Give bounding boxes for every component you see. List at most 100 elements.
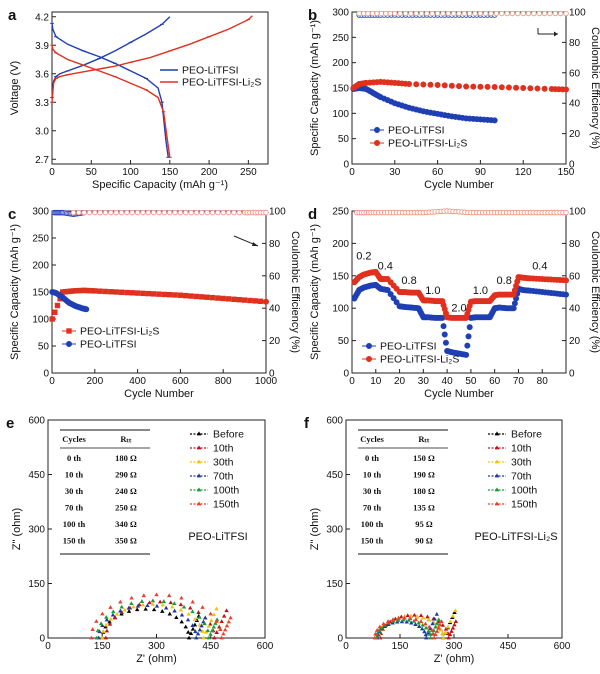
panel-f-10th-tail-point [447,632,453,637]
panel-e-100th-tail-point [213,621,218,625]
panel-c-legend-marker [66,328,72,334]
panel-d-xtick-label: 50 [465,376,477,387]
panel-f-legend-label: 70th [511,471,532,483]
panel-f-150th-point [390,617,396,622]
panel-e-Before-point [126,609,132,613]
panel-c-letter: c [8,206,16,223]
panel-b-data-point [509,10,516,17]
panel-f-70th-point [424,635,429,640]
panel-c-data-point [236,209,242,216]
panel-f-150th-point [373,631,378,636]
panel-c-data-point [129,209,135,216]
panel-e-ytick-label: 450 [28,470,45,481]
panel-d-rate-label: 0.2 [356,251,371,263]
panel-b-data-point [562,86,569,93]
panel-e-70th-tail-point [197,627,203,632]
panel-e-30th-point [178,607,184,612]
panel-e-70th-point [145,603,150,608]
panel-e-150th-tail-point [222,627,228,632]
panel-f-letter: f [304,415,310,432]
panel-b-xtick-label: 150 [558,167,575,178]
panel-d-yaxis-label: Specific Capacity (mAh g⁻¹) [309,224,321,360]
panel-c-xtick-label: 200 [86,376,103,387]
panel-b-xtick-label: 60 [432,167,444,178]
rct-table-cell-cycle: 10 th [65,470,83,480]
panel-c-data-point [263,209,269,216]
panel-b-data-point [525,10,532,17]
panel-f-30th-tail-point [450,613,456,618]
panel-f-30th-point [438,627,443,632]
panel-b-data-point [456,10,462,17]
panel-e-70th-point [172,608,177,613]
panel-b-data-point [493,10,500,17]
panel-a-yaxis-label: Voltage (V) [9,61,21,115]
panel-d-data-point [387,291,394,298]
panel-e-Before-tail-point [194,618,200,622]
panel-e-70th-point [194,635,199,640]
panel-c-data-point [102,209,109,216]
rct-table-cell-rct: 180 Ω [115,453,137,463]
panel-e-150th-point [167,593,172,598]
panel-e-150th-tail-point [221,631,226,636]
panel-e-30th-point [140,602,146,607]
panel-e-legend-label: 10th [213,443,234,455]
panel-b-data-point [408,10,414,17]
panel-f-70th-point [423,632,429,637]
panel-e-10th-point [208,621,213,626]
panel-b-data-point [356,10,362,17]
panel-b-ytick-label: 0 [343,160,349,171]
panel-f-xtick-label: 0 [343,641,349,652]
panel-e-100th-point [111,609,116,614]
panel-c-data-point [204,294,210,300]
panel-c-y2tick-label: 100 [269,207,286,218]
panel-e-legend-marker [196,473,202,478]
panel-f-150th-point [426,624,432,629]
panel-e-150th-point [118,599,123,604]
panel-a-xaxis-label: Specific Capacity (mAh g⁻¹) [92,179,228,191]
panel-c-data-point [183,209,189,216]
panel-e-legend-marker [196,487,202,492]
panel-d-data-point [464,342,471,349]
panel-b-data-point [477,83,484,90]
panel-f-100th-tail-point [433,624,438,629]
panel-e-Before-point [167,611,172,616]
panel-b-data-point [455,83,462,90]
panel-d-xtick-label: 30 [418,376,430,387]
panel-c-data-point [150,291,157,297]
panel-f-70th-tail-point [430,621,435,626]
panel-b-data-point [527,85,534,92]
panel-a-ytick-label: 2.7 [35,155,49,166]
panel-f-10th-point [412,612,417,617]
panel-e-30th-tail-point [211,612,217,617]
panel-f-100th-point [428,635,433,640]
panel-e-70th-point [118,608,123,613]
panel-f-70th-tail-point [434,611,440,616]
panel-e-legend-marker [196,459,202,464]
panel-c-data-point [83,306,90,313]
panel-e-70th-point [154,603,160,608]
panel-f-70th-point [404,619,409,624]
panel-e-legend-marker [196,445,202,450]
panel-b-ytick-label: 50 [338,134,350,145]
panel-e-ytick-label: 300 [28,525,45,536]
panel-f-30th-point [441,635,446,640]
panel-e-10th-tail-point [224,608,229,613]
panel-f-legend-label: 150th [511,499,537,511]
rct-table-cell-rct: 90 Ω [415,536,433,546]
panel-e-150th-point [179,595,184,600]
panel-e-legend-label: 150th [213,499,239,511]
panel-f-legend-label: 100th [511,485,537,497]
panel-d-ytick-label: 150 [332,271,349,282]
rct-table-cell-rct: 250 Ω [115,503,137,513]
panel-f-70th-point [416,624,422,628]
panel-e-legend-label: 70th [213,471,234,483]
panel-c-ytick-label: 200 [32,261,49,272]
panel-e-10th-point [196,610,201,614]
panel-c-data-point [188,209,194,216]
panel-e-legend-label: 30th [213,457,234,469]
rct-table-cell-rct: 340 Ω [115,519,137,529]
panel-b-data-point [420,81,427,88]
panel-f-150th-point [374,628,380,632]
panel-f-150th-tail-point [437,622,443,627]
panel-f-150th-point [402,615,407,620]
